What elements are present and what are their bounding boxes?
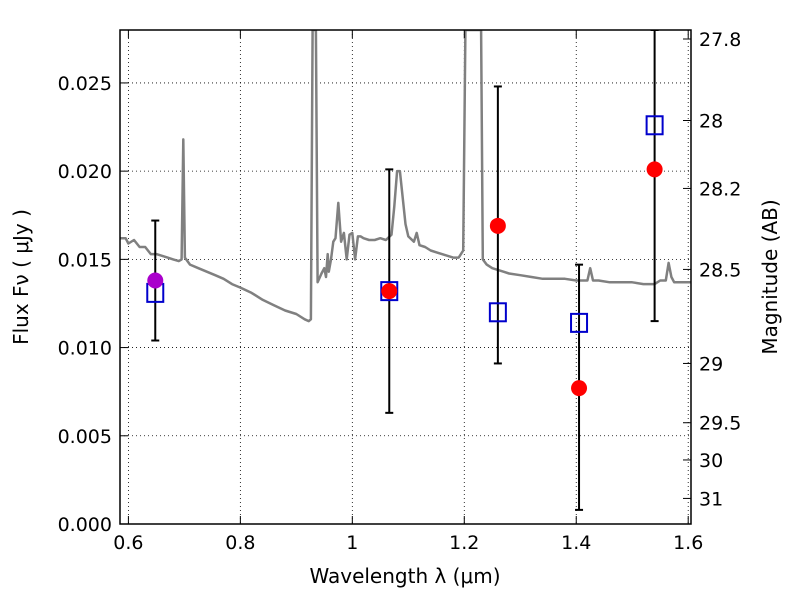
observed-flux-point [147, 272, 164, 289]
x-tick-label: 1.2 [449, 532, 479, 554]
x-tick-label: 0.8 [225, 532, 255, 554]
plot-frame [119, 29, 692, 525]
x-tick-label: 0.6 [113, 532, 143, 554]
observed-flux-point [381, 283, 398, 300]
y-tick-label: 0.005 [58, 426, 112, 448]
y2-tick-label: 28 [699, 111, 723, 133]
y2-tick-label: 27.8 [699, 29, 741, 51]
model-flux-square [570, 312, 589, 333]
model-flux-square [488, 302, 507, 323]
y-tick-label: 0.025 [58, 73, 112, 95]
y-tick-label: 0.015 [58, 249, 112, 271]
y2-tick-label: 29.5 [699, 413, 741, 435]
x-tick-label: 1 [346, 532, 358, 554]
y-tick-label: 0.000 [58, 514, 112, 536]
y2-tick-label: 29 [699, 353, 723, 375]
x-tick-label: 1.4 [561, 532, 591, 554]
grid-layer [120, 30, 691, 525]
y2-axis-label: Magnitude (AB) [758, 199, 782, 354]
y2-tick-label: 28.5 [699, 259, 741, 281]
y-axis-label: Flux Fν ( μJy ) [9, 209, 33, 345]
observed-flux-point [489, 217, 506, 234]
observed-flux-point [646, 161, 663, 178]
observed-flux-point [571, 380, 588, 397]
plot-layer [120, 30, 691, 511]
tick-layer: 0.6 0.8 1 1.2 1.4 1.6 0.000 0.005 0.010 0.015 0.02… [58, 29, 742, 554]
y2-tick-label: 31 [699, 488, 723, 510]
y-tick-label: 0.010 [58, 338, 112, 360]
model-spectrum-line [120, 30, 691, 323]
y-tick-label: 0.020 [58, 161, 112, 183]
y2-tick-label: 30 [699, 450, 723, 472]
y2-tick-label: 28.2 [699, 178, 741, 200]
x-tick-label: 1.6 [673, 532, 703, 554]
model-flux-square [645, 115, 664, 136]
x-axis-label: Wavelength λ (μm) [309, 564, 500, 588]
